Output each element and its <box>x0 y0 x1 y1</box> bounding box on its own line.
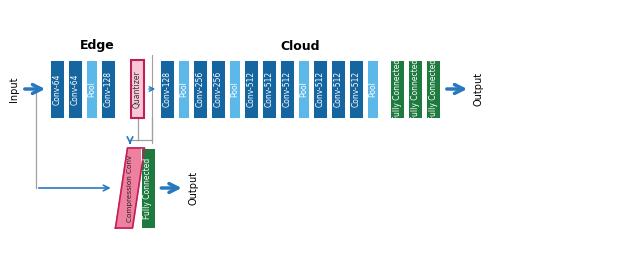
Text: Pool: Pool <box>87 81 96 97</box>
Text: Compression Conv: Compression Conv <box>127 155 133 222</box>
Text: Conv-512: Conv-512 <box>246 71 255 107</box>
Text: Fully Connected: Fully Connected <box>392 58 401 120</box>
Text: Pool: Pool <box>299 81 308 97</box>
Text: Conv-64: Conv-64 <box>52 73 61 105</box>
Bar <box>298 60 309 118</box>
Bar <box>160 60 174 118</box>
Text: Pool: Pool <box>179 81 188 97</box>
Bar <box>349 60 363 118</box>
Text: Pool: Pool <box>230 81 239 97</box>
Bar <box>178 60 189 118</box>
Text: Conv-64: Conv-64 <box>70 73 79 105</box>
Bar <box>50 60 64 118</box>
Text: Fully Connected: Fully Connected <box>410 58 419 120</box>
Bar <box>86 60 97 118</box>
Bar <box>229 60 240 118</box>
Bar <box>244 60 258 118</box>
Text: Quantizer: Quantizer <box>133 70 142 108</box>
Bar <box>141 148 154 228</box>
Text: Pool: Pool <box>368 81 377 97</box>
Text: Conv-512: Conv-512 <box>351 71 360 107</box>
Text: Conv-256: Conv-256 <box>214 71 223 107</box>
Bar <box>390 60 404 118</box>
Bar <box>262 60 276 118</box>
Bar <box>408 60 422 118</box>
Bar <box>280 60 294 118</box>
Bar <box>101 60 115 118</box>
Text: Edge: Edge <box>79 39 115 52</box>
Text: Input: Input <box>9 76 19 102</box>
Text: Conv-128: Conv-128 <box>163 71 172 107</box>
Text: Conv-512: Conv-512 <box>282 71 291 107</box>
Bar <box>331 60 345 118</box>
Text: Output: Output <box>473 72 483 106</box>
Text: Fully Connected: Fully Connected <box>143 157 152 219</box>
Text: Conv-512: Conv-512 <box>316 71 324 107</box>
Text: Fully Connected: Fully Connected <box>429 58 438 120</box>
Text: Cloud: Cloud <box>280 39 320 52</box>
Text: Conv-128: Conv-128 <box>104 71 113 107</box>
Bar <box>426 60 440 118</box>
Bar <box>131 60 144 118</box>
Text: Conv-256: Conv-256 <box>195 71 205 107</box>
Bar <box>68 60 82 118</box>
Polygon shape <box>115 148 145 228</box>
Bar <box>193 60 207 118</box>
Text: Conv-512: Conv-512 <box>264 71 273 107</box>
Bar <box>367 60 378 118</box>
Bar <box>313 60 327 118</box>
Bar <box>211 60 225 118</box>
Text: Output: Output <box>189 171 198 205</box>
Text: Conv-512: Conv-512 <box>333 71 342 107</box>
